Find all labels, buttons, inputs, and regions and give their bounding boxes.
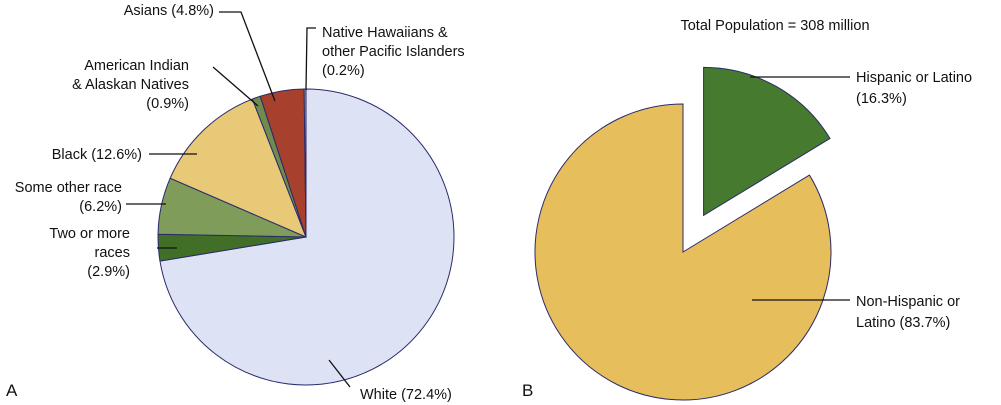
chart-b-leader-lines [750, 76, 850, 301]
panel-a-letter: A [6, 381, 18, 400]
label-non-hispanic-or-latino-line-1: Non-Hispanic or [856, 294, 960, 310]
leader-american-indian-alaskan-natives [212, 66, 259, 107]
chart-a-race-distribution: White (72.4%) Two or more races (2.9%) Some … [6, 3, 465, 403]
slice-non-hispanic-or-latino [534, 103, 832, 401]
label-asians: Asians (4.8%) [124, 3, 214, 19]
label-some-other-race-line-1: Some other race [15, 180, 122, 196]
label-two-or-more-races-line-2: races [95, 245, 130, 261]
slice-white [159, 88, 455, 386]
label-native-hawaiians-other-pacific-islanders-line-2: other Pacific Islanders [322, 44, 465, 60]
label-some-other-race-line-2: (6.2%) [79, 199, 122, 215]
label-black: Black (12.6%) [52, 147, 142, 163]
chart-a-leader-lines [126, 11, 351, 388]
label-two-or-more-races-line-1: Two or more [49, 226, 130, 242]
leader-asians [219, 11, 276, 102]
label-native-hawaiians-other-pacific-islanders-line-1: Native Hawaiians & [322, 25, 448, 41]
leader-native-hawaiians-other-pacific-islanders [305, 27, 316, 91]
chart-a-slices [157, 88, 455, 386]
label-hispanic-or-latino-line-1: Hispanic or Latino [856, 70, 972, 86]
label-white: White (72.4%) [360, 387, 452, 403]
chart-b-slices [534, 66, 832, 401]
label-american-indian-alaskan-natives-line-3: (0.9%) [146, 96, 189, 112]
chart-b-title: Total Population = 308 million [680, 18, 869, 34]
leader-white [328, 359, 351, 388]
label-two-or-more-races-line-3: (2.9%) [87, 264, 130, 280]
label-american-indian-alaskan-natives-line-2: & Alaskan Natives [72, 77, 189, 93]
panel-b-letter: B [522, 381, 533, 400]
chart-b-hispanic-distribution: Total Population = 308 million Hispanic … [522, 18, 972, 401]
chart-a-labels: White (72.4%) Two or more races (2.9%) Some … [15, 3, 465, 403]
label-native-hawaiians-other-pacific-islanders-line-3: (0.2%) [322, 63, 365, 79]
label-american-indian-alaskan-natives-line-1: American Indian [84, 58, 189, 74]
label-hispanic-or-latino-line-2: (16.3%) [856, 91, 907, 107]
slice-black [169, 98, 307, 238]
slice-hispanic-or-latino [703, 66, 831, 217]
chart-b-labels: Hispanic or Latino (16.3%) Non-Hispanic or… [856, 70, 972, 331]
label-non-hispanic-or-latino-line-2: Latino (83.7%) [856, 315, 950, 331]
